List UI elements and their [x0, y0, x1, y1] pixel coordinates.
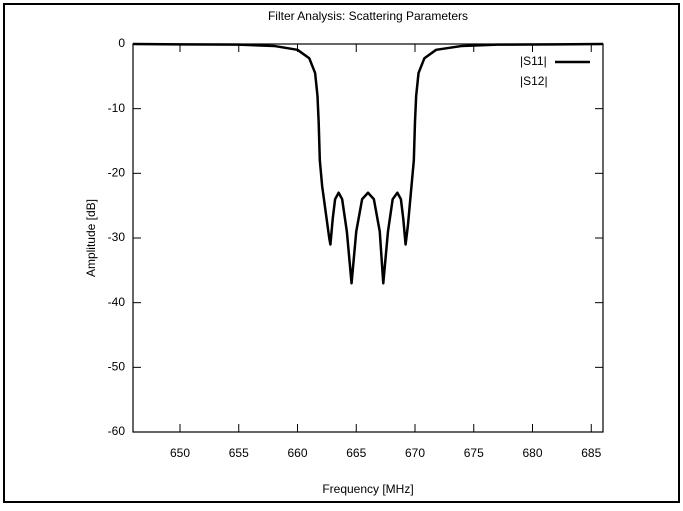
- y-tick-label: -40: [108, 295, 126, 309]
- y-tick-label: -50: [108, 360, 126, 374]
- x-tick-label: 655: [229, 446, 249, 460]
- x-tick-label: 660: [287, 446, 307, 460]
- y-tick-label: -30: [108, 230, 126, 244]
- x-tick-label: 680: [522, 446, 542, 460]
- plot-border: [132, 43, 604, 433]
- y-tick-label: 0: [118, 36, 125, 50]
- y-tick-label: -20: [108, 166, 126, 180]
- y-tick-label: -60: [108, 424, 126, 438]
- legend-label: |S12|: [520, 74, 548, 88]
- frame: [3, 3, 680, 503]
- legend-label: |S11|: [520, 54, 547, 68]
- x-tick-label: 685: [581, 446, 601, 460]
- chart-title: Filter Analysis: Scattering Parameters: [268, 9, 468, 23]
- y-axis-label: Amplitude [dB]: [84, 199, 98, 277]
- series-line: [132, 42, 604, 285]
- y-tick-label: -10: [108, 101, 126, 115]
- x-tick-label: 665: [346, 446, 366, 460]
- x-tick-label: 670: [405, 446, 425, 460]
- x-tick-label: 675: [464, 446, 484, 460]
- x-axis-label: Frequency [MHz]: [322, 482, 413, 496]
- x-tick-label: 650: [170, 446, 190, 460]
